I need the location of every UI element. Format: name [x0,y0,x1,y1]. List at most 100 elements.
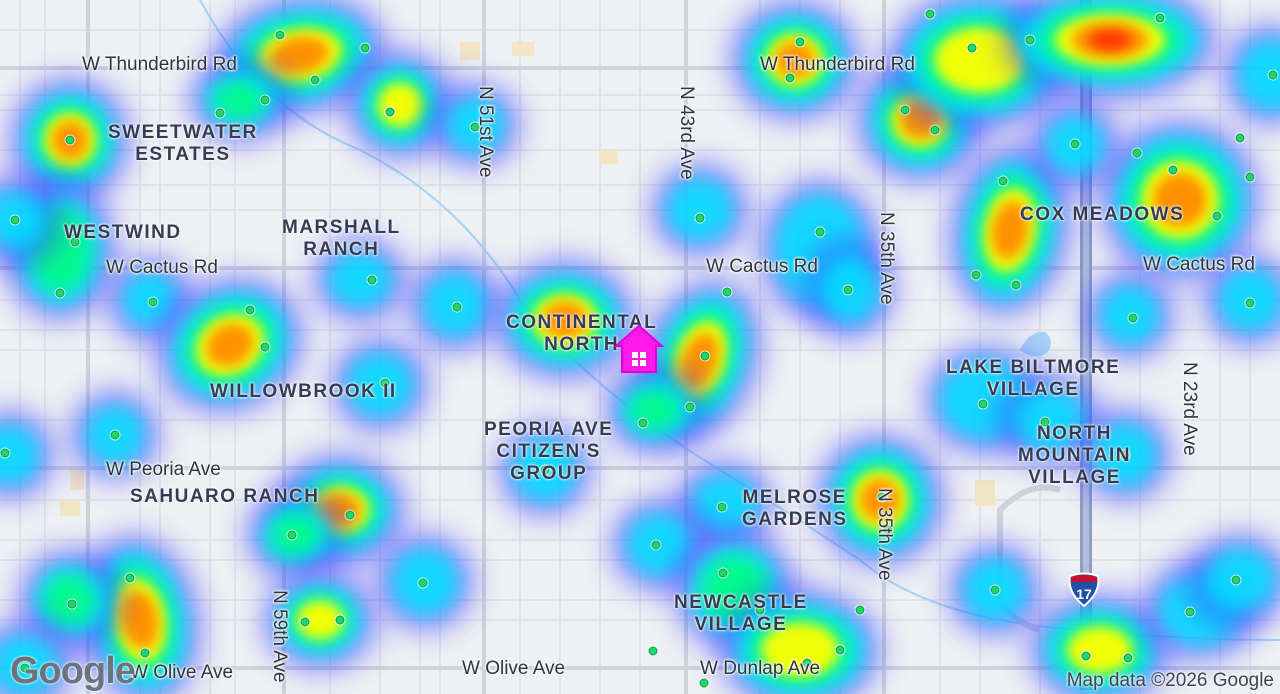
heat-cluster [650,162,750,258]
point-marker [990,585,1000,595]
point-marker [125,573,135,583]
point-marker [10,215,20,225]
neighborhood-lake-biltmore: LAKE BILTMORE VILLAGE [946,357,1121,400]
point-marker [802,658,812,668]
point-marker [1235,133,1245,143]
neighborhood-melrose: MELROSE GARDENS [742,487,848,530]
point-marker [843,285,853,295]
point-marker [345,510,355,520]
point-marker [638,418,648,428]
point-marker [883,525,893,535]
neighborhood-peoria-citizens: PEORIA AVE CITIZEN'S GROUP [484,419,614,484]
road-label-n23: N 23rd Ave [1179,362,1200,456]
heat-cluster [1222,23,1280,127]
road-label-n51: N 51st Ave [475,86,496,178]
interstate-number: 17 [1076,586,1092,602]
neighborhood-sahuaro: SAHUARO RANCH [130,486,320,507]
road-label-thunderbird-west: W Thunderbird Rd [82,54,237,75]
point-marker [755,605,765,615]
point-marker [699,678,709,688]
heat-cluster [718,586,882,694]
heat-core-red [1088,30,1132,50]
home-icon[interactable] [612,322,666,376]
road-label-olive-west: W Olive Ave [130,662,234,683]
neighborhood-newcastle: NEWCASTLE VILLAGE [674,592,808,635]
point-marker [1245,298,1255,308]
heat-ring-yellow [296,600,344,640]
point-marker [978,399,988,409]
heat-cluster [1028,592,1172,694]
heat-ring-cyan [1238,39,1280,111]
point-marker [648,646,658,656]
point-marker [385,107,395,117]
point-marker [1132,148,1142,158]
heat-ring-green [629,389,681,431]
commercial-block [600,150,618,164]
heat-ring-orange [542,302,588,338]
point-marker [971,270,981,280]
point-marker [300,617,310,627]
point-marker [470,122,480,132]
point-marker [900,105,910,115]
road-label-n59: N 59th Ave [269,590,290,683]
point-marker [70,237,80,247]
point-marker [695,213,705,223]
heat-ring-yellow [1067,626,1133,674]
point-marker [855,605,865,615]
point-marker [1231,575,1241,585]
point-marker [717,502,727,512]
road-label-n35-south: N 35th Ave [874,488,895,581]
road-label-cactus-east: W Cactus Rd [1143,254,1255,275]
point-marker [700,351,710,361]
point-marker [925,9,935,19]
commercial-block [60,500,80,516]
heat-ring-cyan [0,190,45,250]
point-marker [310,75,320,85]
heat-ring-yellow [377,82,423,128]
point-marker [1268,70,1278,80]
point-marker [260,342,270,352]
road-label-n43: N 43rd Ave [676,86,697,180]
neighborhood-north-mountain: NORTH MOUNTAIN VILLAGE [1018,423,1131,488]
point-marker [1155,13,1165,23]
neighborhood-sweetwater: SWEETWATER ESTATES [108,122,258,165]
road-label-n35-north: N 35th Ave [876,212,897,305]
heat-ring-cyan [666,178,734,242]
point-marker [1168,165,1178,175]
neighborhood-marshall: MARSHALL RANCH [282,217,401,260]
point-marker [877,492,887,502]
point-marker [418,578,428,588]
heat-ring-yellow [934,27,1026,93]
heat-ring-orange [121,591,159,649]
point-marker [65,135,75,145]
interstate-shield-icon: 17 [1068,572,1100,608]
point-marker [360,43,370,53]
heat-cluster [188,56,292,144]
point-marker [1128,313,1138,323]
point-marker [1011,280,1021,290]
neighborhood-continental: CONTINENTAL NORTH [506,312,658,355]
heat-cluster [1003,0,1217,102]
heat-cluster [0,174,61,266]
point-marker [540,465,550,475]
point-marker [718,568,728,578]
road-label-cactus-mid: W Cactus Rd [706,256,818,277]
map-attribution: Map data ©2026 Google [1066,670,1274,691]
point-marker [67,599,77,609]
point-marker [785,73,795,83]
neighborhood-westwind: WESTWIND [64,222,182,243]
road-label-thunderbird-east: W Thunderbird Rd [760,54,915,75]
heat-ring-cyan [0,635,59,694]
heat-cluster [312,236,408,324]
point-marker [260,95,270,105]
point-marker [815,227,825,237]
heat-ring-cyan [0,425,40,485]
neighborhood-cox-meadows: COX MEADOWS [1020,204,1185,225]
heat-ring-orange [1153,173,1207,227]
point-marker [245,305,255,315]
point-marker [685,402,695,412]
neighborhood-willowbrook: WILLOWBROOK II [210,381,397,402]
point-marker [0,448,10,458]
